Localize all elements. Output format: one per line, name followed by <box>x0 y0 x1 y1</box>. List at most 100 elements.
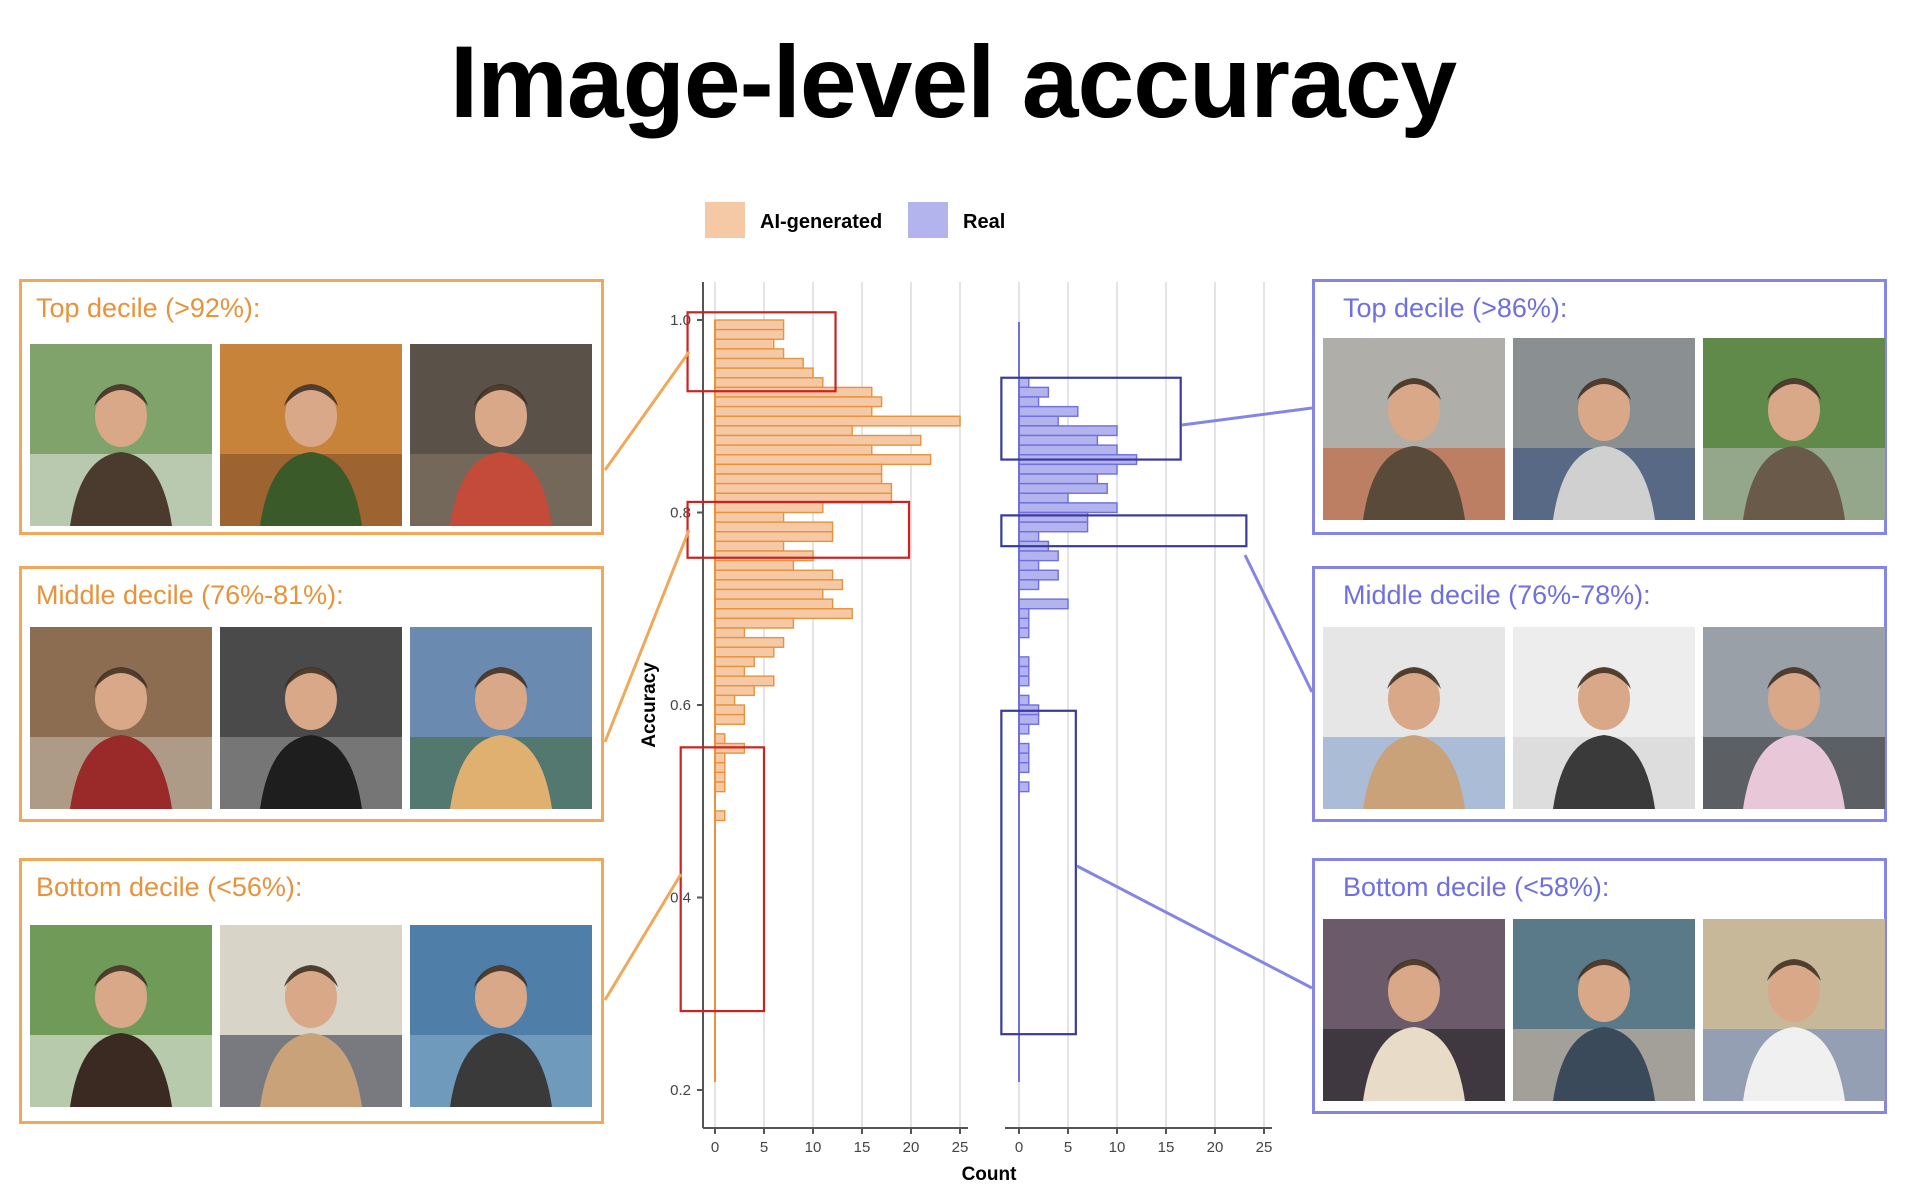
ai-top-decile-panel: Top decile (>92%): <box>19 279 604 535</box>
businesswoman-photo <box>220 925 402 1107</box>
ai-bar <box>714 588 824 600</box>
real-bar <box>1018 559 1040 571</box>
ai-middle-decile-panel: Middle decile (76%-81%): <box>19 566 604 822</box>
real-middle-decile-label: Middle decile (76%-78%): <box>1343 580 1651 610</box>
legend-ai-swatch <box>705 202 745 238</box>
real-x-tick-label-15: 15 <box>1158 1139 1175 1156</box>
ai-bar <box>714 348 785 360</box>
real-bar <box>1018 694 1030 706</box>
ai-bar <box>714 434 922 446</box>
worker-street-photo <box>1513 338 1695 520</box>
real-bar <box>1018 482 1108 494</box>
real-bar <box>1018 617 1030 629</box>
real-bar <box>1018 511 1089 523</box>
ai-bar <box>714 675 775 687</box>
ai-bottom-decile-label: Bottom decile (<56%): <box>36 872 303 902</box>
legend-real-swatch <box>908 202 948 238</box>
ai-bar <box>714 704 746 716</box>
real-top-connector <box>1181 406 1313 427</box>
real-bottom-decile-label: Bottom decile (<58%): <box>1343 872 1610 902</box>
ai-top-connector <box>603 351 691 471</box>
ai-bar <box>714 752 726 764</box>
wedding-photo <box>30 344 212 526</box>
real-bar <box>1018 425 1118 437</box>
ai-bar <box>714 415 961 427</box>
ai-bar <box>714 608 853 620</box>
violinist-photo <box>410 627 592 809</box>
ai-bar <box>714 328 785 340</box>
ai-top-decile-label: Top decile (>92%): <box>36 293 261 323</box>
window-women-photo <box>1323 338 1505 520</box>
couple-railing-photo <box>1703 338 1885 520</box>
ai-bar <box>714 502 824 514</box>
real-bar <box>1018 492 1069 504</box>
ai-bottom-decile-box <box>679 746 766 1013</box>
real-top-decile-label: Top decile (>86%): <box>1343 293 1568 323</box>
real-bar <box>1018 752 1030 764</box>
ai-bar <box>714 531 834 543</box>
real-bar <box>1018 396 1040 408</box>
ai-bar <box>714 559 795 571</box>
ai-x-tick-label-15: 15 <box>854 1139 871 1156</box>
real-x-tick-label-20: 20 <box>1207 1139 1224 1156</box>
ai-bar <box>714 713 746 725</box>
y-axis-label: Accuracy <box>639 662 660 748</box>
real-top-decile-box <box>1000 376 1182 461</box>
real-bar <box>1018 723 1030 735</box>
real-bar <box>1018 656 1030 668</box>
wedding-cake-photo <box>1703 627 1885 809</box>
real-bar <box>1018 569 1059 581</box>
ai-bar <box>714 444 873 456</box>
real-bar <box>1018 444 1118 456</box>
ai-bar <box>714 627 746 639</box>
ai-bar <box>714 781 726 793</box>
ai-bar <box>714 771 726 783</box>
real-x-tick-label-0: 0 <box>1015 1139 1023 1156</box>
real-bar <box>1018 742 1030 754</box>
chefs-photo <box>1513 627 1695 809</box>
ai-bar <box>714 762 726 774</box>
ai-bar <box>714 473 883 485</box>
x-axis-label: Count <box>962 1164 1018 1185</box>
ai-bottom-connector <box>603 873 683 1001</box>
real-bottom-connector <box>1076 864 1313 990</box>
page-title: Image-level accuracy <box>449 25 1457 139</box>
real-bar <box>1018 502 1118 514</box>
ai-middle-decile-label: Middle decile (76%-81%): <box>36 580 344 610</box>
legend-ai-label: AI-generated <box>760 211 882 233</box>
ai-bar <box>714 511 785 523</box>
ai-bar <box>714 810 726 822</box>
real-bar <box>1018 713 1040 725</box>
y-tick-label-1.0: 1.0 <box>670 312 691 329</box>
ai-bar <box>714 405 873 417</box>
ai-x-tick-label-25: 25 <box>952 1139 969 1156</box>
ai-bottom-decile-panel: Bottom decile (<56%): <box>19 858 604 1124</box>
real-bar <box>1018 579 1040 591</box>
ai-bar <box>714 733 726 745</box>
plumber-photo <box>410 344 592 526</box>
ai-bar <box>714 694 736 706</box>
ai-x-tick-label-0: 0 <box>711 1139 719 1156</box>
ai-middle-connector <box>603 529 691 743</box>
real-bar <box>1018 415 1059 427</box>
ai-bar <box>714 665 746 677</box>
ai-bar <box>714 482 893 494</box>
real-bar <box>1018 531 1040 543</box>
real-bar <box>1018 386 1050 398</box>
woman-beanie-photo <box>1323 919 1505 1101</box>
real-bar <box>1018 781 1030 793</box>
ai-bar <box>714 377 824 389</box>
real-bottom-decile-box <box>1000 709 1077 1036</box>
real-x-tick-label-5: 5 <box>1064 1139 1072 1156</box>
ai-bar <box>714 396 883 408</box>
real-x-tick-label-10: 10 <box>1109 1139 1126 1156</box>
real-bar <box>1018 627 1030 639</box>
young-man-photo <box>30 925 212 1107</box>
ai-bar <box>714 656 755 668</box>
ai-bar <box>714 338 775 350</box>
real-middle-connector <box>1243 554 1314 693</box>
ai-bar <box>714 579 844 591</box>
y-tick-label-0.2: 0.2 <box>670 1082 691 1099</box>
real-bar <box>1018 463 1118 475</box>
